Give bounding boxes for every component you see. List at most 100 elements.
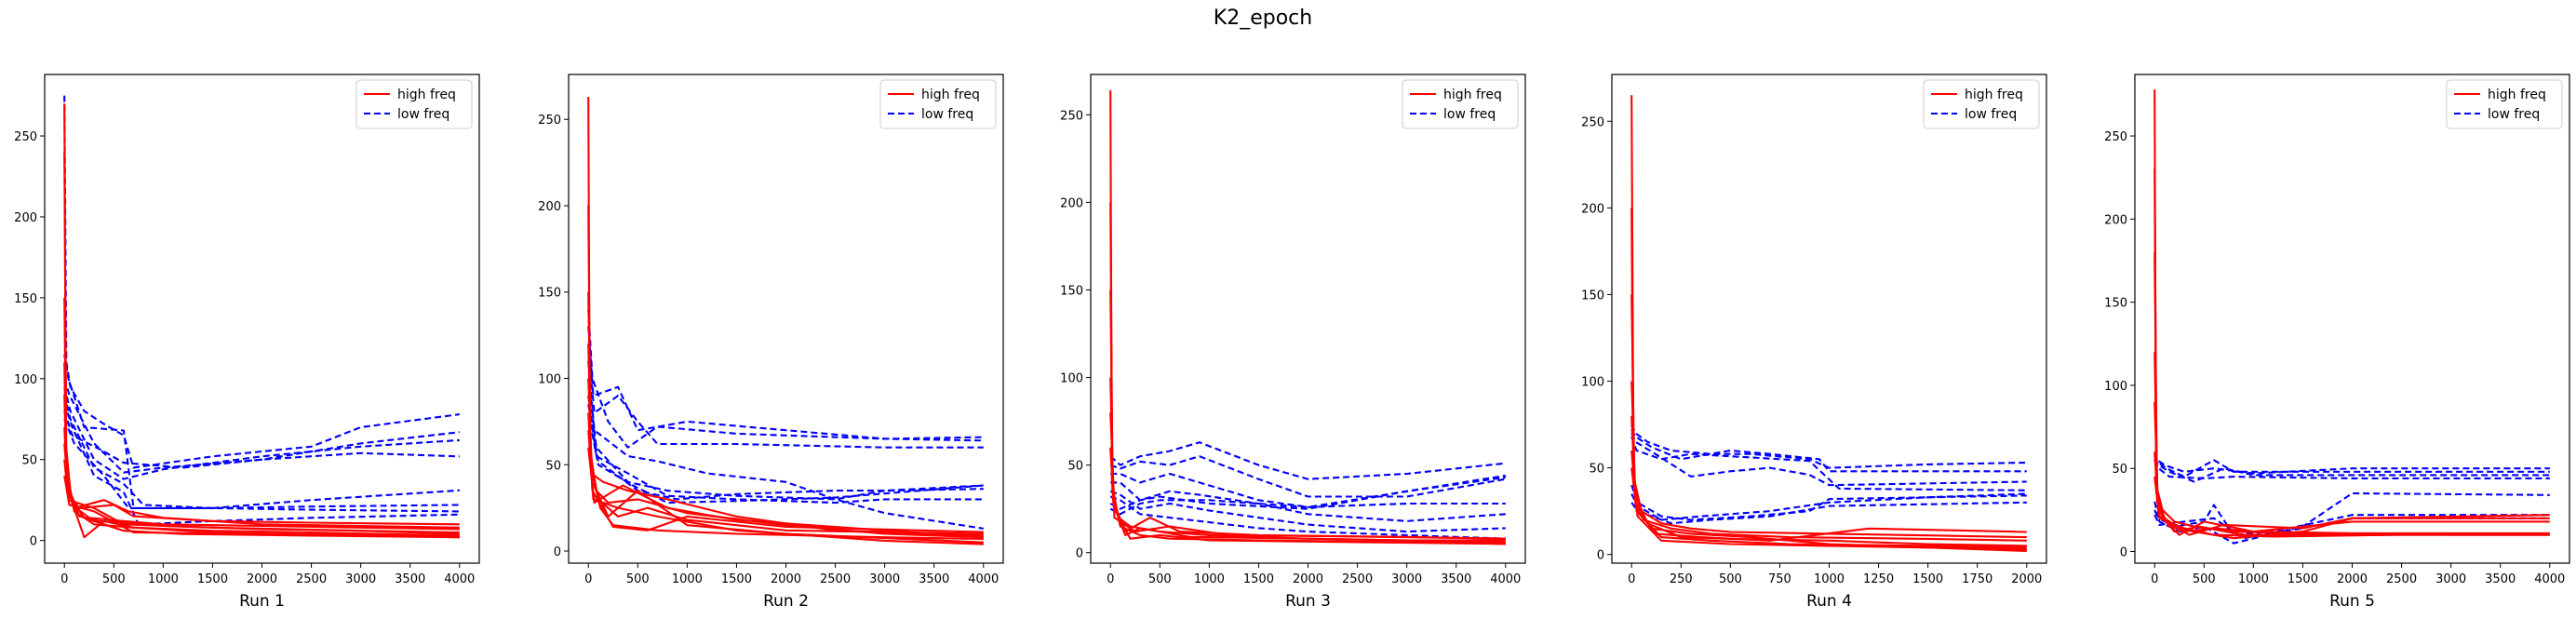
series-line-high-3 xyxy=(63,297,460,537)
x-tick-label: 3000 xyxy=(869,572,900,586)
subplot-run-1: 0 500 1000 1500 2000 2500 3000 3500 4000 0 50 100 15… xyxy=(14,74,480,611)
legend-box xyxy=(879,79,997,129)
series-line-low-16 xyxy=(587,412,984,505)
series-line-low-11 xyxy=(1109,490,1506,533)
y-tick-label: 250 xyxy=(538,114,561,128)
legend: high freq low freq xyxy=(879,79,997,129)
series-line-high-2 xyxy=(587,205,984,535)
y-tick-label: 250 xyxy=(1581,115,1604,129)
x-tick-label: 4000 xyxy=(444,572,475,586)
y-tick-label: 200 xyxy=(538,200,561,214)
series-line-low-11 xyxy=(63,354,460,509)
series-line-high-3 xyxy=(2153,252,2550,536)
y-tick-label: 250 xyxy=(1060,109,1083,123)
figure-title: K2_epoch xyxy=(1214,7,1312,30)
y-tick-label: 0 xyxy=(2120,546,2127,560)
x-tick-label: 500 xyxy=(1719,572,1742,586)
x-tick-label: 500 xyxy=(102,572,126,586)
x-tick-label: 1000 xyxy=(1814,572,1845,586)
x-tick-label: 2500 xyxy=(2386,572,2417,586)
x-tick-label: 1500 xyxy=(197,572,228,586)
x-tick-label: 0 xyxy=(2151,572,2158,586)
axes-frame xyxy=(1090,74,1526,564)
subplot-run-2: 0 500 1000 1500 2000 2500 3000 3500 4000 0 50 100 15… xyxy=(538,74,1004,611)
series-line-low-15 xyxy=(587,404,984,501)
series-line-low-17 xyxy=(63,418,460,509)
series-line-low-8 xyxy=(1109,455,1506,498)
x-axis-label: Run 5 xyxy=(2329,592,2375,611)
series-lines xyxy=(587,97,984,545)
series-line-high-1 xyxy=(587,97,984,539)
y-tick-label: 100 xyxy=(1581,376,1604,390)
x-axis-label: Run 3 xyxy=(1285,592,1331,611)
series-line-low-10 xyxy=(1630,432,2027,487)
x-tick-label: 3000 xyxy=(1391,572,1422,586)
series-line-low-14 xyxy=(1109,474,1506,516)
x-tick-label: 0 xyxy=(60,572,68,586)
x-tick-label: 1500 xyxy=(721,572,752,586)
series-line-low-12 xyxy=(1630,484,2027,521)
legend-box xyxy=(1923,79,2040,129)
x-axis-label: Run 1 xyxy=(239,592,285,611)
axes-frame xyxy=(44,74,480,564)
series-line-low-14 xyxy=(63,394,460,513)
x-tick-label: 1000 xyxy=(1194,572,1225,586)
x-tick-label: 4000 xyxy=(968,572,999,586)
legend-label-low: low freq xyxy=(2488,107,2540,122)
y-tick-label: 150 xyxy=(1581,289,1604,303)
series-lines xyxy=(1630,95,2027,553)
series-lines xyxy=(1109,89,1506,545)
legend-label-low: low freq xyxy=(1443,107,1496,122)
x-tick-label: 1000 xyxy=(148,572,179,586)
x-tick-label: 4000 xyxy=(2534,572,2565,586)
x-tick-label: 3500 xyxy=(1441,572,1471,586)
x-tick-label: 1000 xyxy=(672,572,703,586)
series-line-low-7 xyxy=(1109,441,1506,480)
series-line-low-14 xyxy=(2153,514,2550,540)
legend-label-low: low freq xyxy=(921,107,973,122)
legend: high freq low freq xyxy=(2446,79,2563,129)
legend: high freq low freq xyxy=(1923,79,2040,129)
x-tick-label: 3500 xyxy=(395,572,425,586)
y-tick-label: 100 xyxy=(1060,372,1083,386)
series-line-high-7 xyxy=(1630,467,2027,551)
legend-label-high: high freq xyxy=(1443,87,1502,102)
series-line-low-10 xyxy=(1110,481,1506,522)
series-line-low-12 xyxy=(587,360,984,530)
y-tick-label: 50 xyxy=(2112,463,2127,477)
series-line-low-9 xyxy=(587,309,984,449)
subplot-run-5: 0 500 1000 1500 2000 2500 3000 3500 4000 0 50 100 15… xyxy=(2104,74,2570,611)
subplot-grid: 0 500 1000 1500 2000 2500 3000 3500 400005010015… xyxy=(14,74,2570,611)
series-line-low-11 xyxy=(587,343,984,449)
legend-label-high: high freq xyxy=(397,87,456,102)
y-tick-label: 200 xyxy=(2104,213,2127,227)
series-line-high-7 xyxy=(2153,476,2550,538)
legend-label-low: low freq xyxy=(397,107,449,122)
series-line-high-6 xyxy=(1109,447,1506,540)
legend: high freq low freq xyxy=(1402,79,1519,129)
x-tick-label: 2500 xyxy=(820,572,851,586)
series-lines xyxy=(2153,89,2550,545)
y-tick-label: 200 xyxy=(1060,196,1083,210)
y-tick-label: 100 xyxy=(2104,380,2127,394)
series-line-low-9 xyxy=(1110,472,1506,508)
x-tick-label: 2000 xyxy=(247,572,277,586)
legend-label-low: low freq xyxy=(1965,107,2017,122)
y-tick-label: 150 xyxy=(538,287,561,301)
series-line-high-2 xyxy=(1109,202,1506,545)
legend-label-high: high freq xyxy=(1965,87,2023,102)
series-line-low-9 xyxy=(2153,454,2550,478)
y-tick-label: 50 xyxy=(1589,463,1604,477)
series-line-high-5 xyxy=(587,378,984,544)
y-tick-label: 50 xyxy=(1067,460,1083,474)
series-line-high-4 xyxy=(2153,352,2550,540)
x-tick-label: 0 xyxy=(1628,572,1635,586)
x-tick-label: 1500 xyxy=(1243,572,1274,586)
x-tick-label: 1250 xyxy=(1863,572,1894,586)
series-line-low-8 xyxy=(2153,451,2550,475)
series-line-low-10 xyxy=(2153,457,2550,483)
x-tick-label: 0 xyxy=(1107,572,1114,586)
series-line-low-16 xyxy=(63,410,460,469)
series-line-low-11 xyxy=(1630,436,2027,491)
legend-label-high: high freq xyxy=(2488,87,2546,102)
